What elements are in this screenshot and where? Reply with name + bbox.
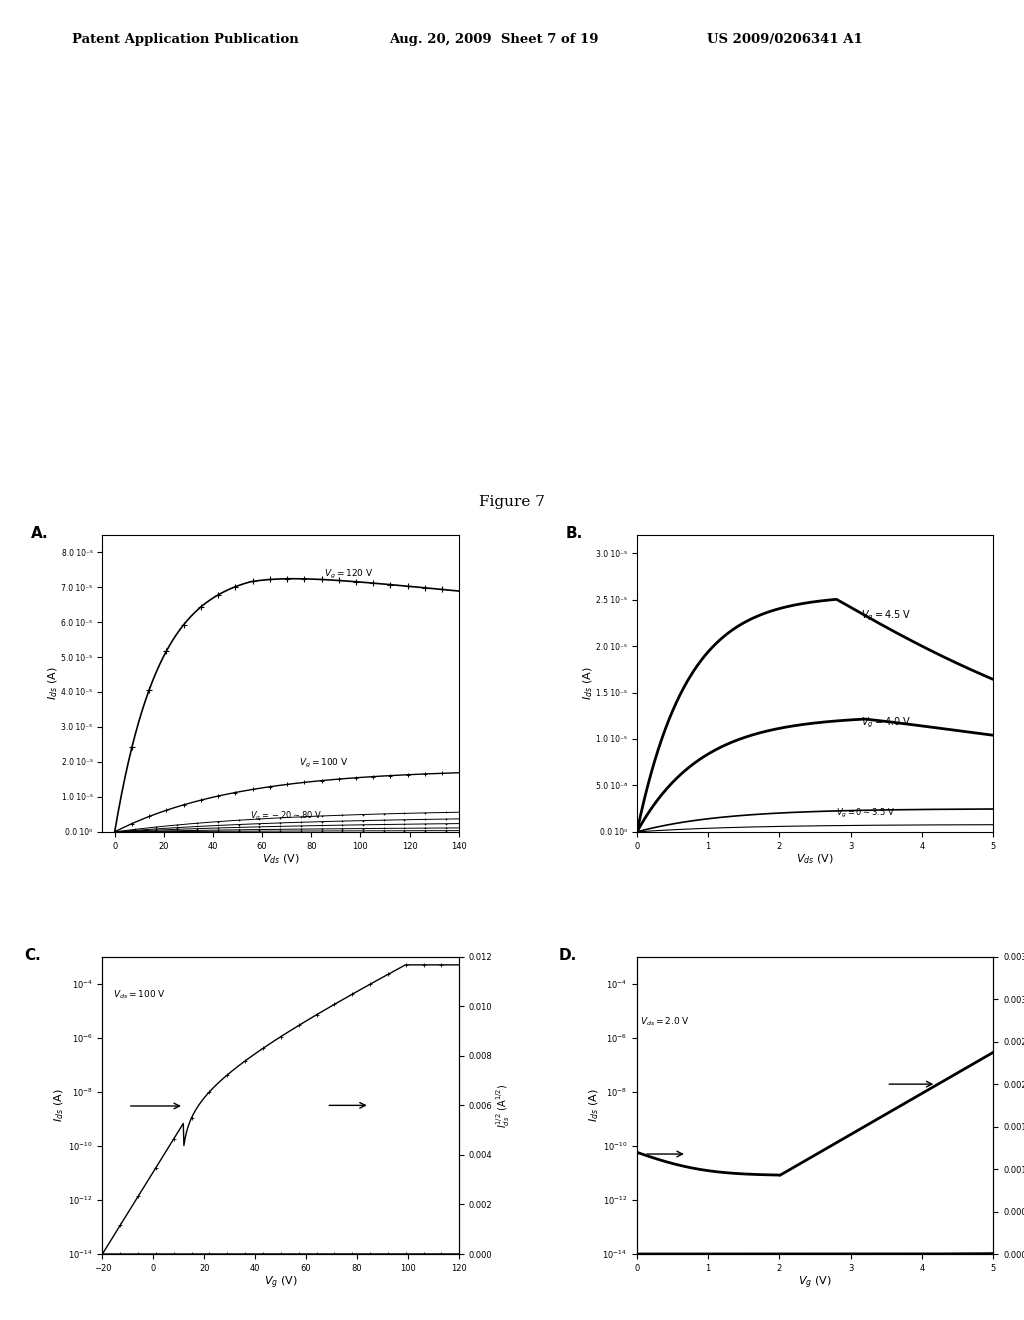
Y-axis label: $I_{ds}$ (A): $I_{ds}$ (A) — [53, 1089, 67, 1122]
Text: B.: B. — [565, 525, 583, 541]
X-axis label: $V_{ds}$ (V): $V_{ds}$ (V) — [262, 851, 299, 866]
Text: $V_{ds} = 2.0$ V: $V_{ds} = 2.0$ V — [640, 1016, 690, 1028]
Text: Aug. 20, 2009  Sheet 7 of 19: Aug. 20, 2009 Sheet 7 of 19 — [389, 33, 599, 46]
Text: $V_g = -20\sim80$ V: $V_g = -20\sim80$ V — [250, 810, 322, 824]
X-axis label: $V_g$ (V): $V_g$ (V) — [264, 1274, 297, 1291]
Text: $V_g = 100$ V: $V_g = 100$ V — [299, 756, 348, 770]
Y-axis label: $I_{ds}^{1/2}$ (A$^{1/2}$): $I_{ds}^{1/2}$ (A$^{1/2}$) — [495, 1084, 512, 1127]
Text: $V_g = 120$ V: $V_g = 120$ V — [324, 568, 373, 581]
Text: C.: C. — [24, 948, 41, 962]
Y-axis label: $I_{ds}$ (A): $I_{ds}$ (A) — [46, 667, 60, 700]
X-axis label: $V_{ds}$ (V): $V_{ds}$ (V) — [797, 851, 834, 866]
Text: $V_{ds} = 100$ V: $V_{ds} = 100$ V — [113, 989, 166, 1002]
Text: US 2009/0206341 A1: US 2009/0206341 A1 — [707, 33, 862, 46]
Text: Patent Application Publication: Patent Application Publication — [72, 33, 298, 46]
Text: $V_g = 0\sim3.5$ V: $V_g = 0\sim3.5$ V — [837, 807, 896, 820]
Y-axis label: $I_{ds}$ (A): $I_{ds}$ (A) — [588, 1089, 601, 1122]
Text: A.: A. — [31, 525, 49, 541]
Text: $V_g = 4.0$ V: $V_g = 4.0$ V — [861, 715, 912, 730]
Y-axis label: $I_{ds}$ (A): $I_{ds}$ (A) — [581, 667, 595, 700]
X-axis label: $V_g$ (V): $V_g$ (V) — [799, 1274, 831, 1291]
Text: D.: D. — [558, 948, 577, 962]
Text: Figure 7: Figure 7 — [479, 495, 545, 510]
Text: $V_g = 4.5$ V: $V_g = 4.5$ V — [861, 609, 912, 623]
